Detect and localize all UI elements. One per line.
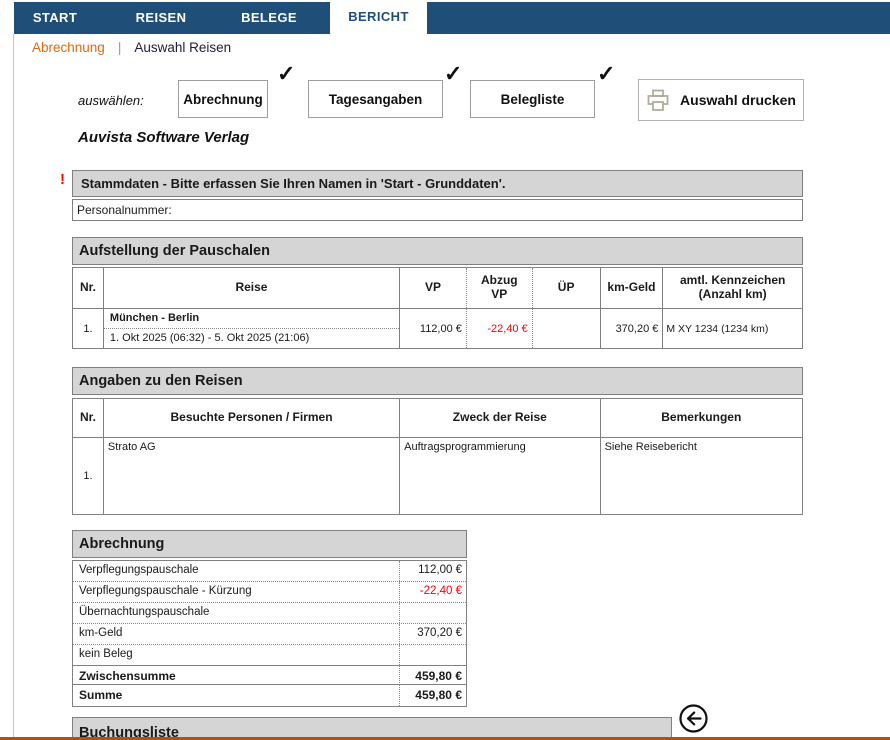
tab-start[interactable]: START — [32, 10, 78, 25]
summary-row: Verpflegungspauschale - Kürzung -22,40 € — [73, 582, 466, 603]
reise-name: München - Berlin — [103, 309, 400, 329]
row-bemerkungen: Siehe Reisebericht — [604, 441, 697, 453]
row-nr: 1. — [73, 309, 104, 348]
print-selection-button[interactable]: Auswahl drucken — [638, 79, 804, 121]
summary-label: Zwischensumme — [79, 669, 176, 683]
pauschalen-section-title: Aufstellung der Pauschalen — [72, 237, 803, 265]
reisen-header-row: Nr. Besuchte Personen / Firmen Zweck der… — [73, 399, 802, 438]
breadcrumb-auswahl-reisen[interactable]: Auswahl Reisen — [134, 39, 232, 55]
tab-bericht-active[interactable]: BERICHT — [330, 0, 427, 34]
summary-value — [399, 645, 466, 665]
personalnummer-row: Personalnummer: — [72, 199, 803, 221]
col-header-abzug-vp: Abzug VP — [467, 268, 533, 308]
checkmark-icon: ✓ — [444, 61, 463, 86]
left-frame-border — [13, 34, 14, 740]
row-uep — [533, 309, 601, 348]
col-header-vp: VP — [400, 268, 467, 308]
summary-row: kein Beleg — [73, 645, 466, 666]
col-header-nr: Nr. — [73, 268, 104, 308]
summary-label: Verpflegungspauschale - Kürzung — [79, 585, 252, 597]
print-button-label: Auswahl drucken — [680, 92, 796, 108]
summary-label: Übernachtungspauschale — [79, 606, 210, 618]
summary-value: 370,20 € — [399, 624, 466, 644]
row-nr: 1. — [73, 438, 104, 514]
warning-exclamation-icon: ! — [60, 171, 65, 188]
row-zweck: Auftragsprogrammierung — [400, 438, 601, 514]
row-vp: 112,00 € — [400, 309, 467, 348]
breadcrumb-abrechnung[interactable]: Abrechnung — [32, 39, 105, 55]
abrechnung-button[interactable]: Abrechnung — [178, 80, 268, 118]
summary-row: Übernachtungspauschale — [73, 603, 466, 624]
reise-zeitraum: 1. Okt 2025 (06:32) - 5. Okt 2025 (21:06… — [109, 332, 310, 344]
row-km-geld: 370,20 € — [601, 309, 664, 348]
top-navbar: START REISEN BELEGE BERICHT — [14, 0, 890, 34]
summary-label: km-Geld — [79, 627, 123, 639]
abrechnung-summary-table: Verpflegungspauschale 112,00 € Verpflegu… — [72, 560, 467, 688]
abrechnung-section-title: Abrechnung — [72, 530, 467, 558]
circle-left-arrow-icon[interactable] — [678, 703, 709, 734]
col-header-uep: ÜP — [533, 268, 601, 308]
stammdaten-header: Stammdaten - Bitte erfassen Sie Ihren Na… — [72, 170, 803, 197]
summary-value: 459,80 € — [399, 685, 466, 706]
col-header-reise: Reise — [104, 268, 401, 308]
checkmark-icon: ✓ — [597, 61, 616, 86]
breadcrumb: Abrechnung | Auswahl Reisen — [32, 38, 231, 56]
pauschalen-header-row: Nr. Reise VP Abzug VP ÜP km-Geld amtl. K… — [73, 268, 802, 309]
summary-value — [399, 603, 466, 623]
summary-label: Verpflegungspauschale — [79, 564, 199, 576]
breadcrumb-separator: | — [117, 39, 122, 55]
col-header-km-geld: km-Geld — [601, 268, 664, 308]
total-row-box: Summe 459,80 € — [72, 684, 467, 707]
summary-value: -22,40 € — [399, 582, 466, 602]
col-header-zweck: Zweck der Reise — [400, 399, 601, 437]
row-personen: Strato AG — [104, 438, 401, 514]
summary-value: 112,00 € — [399, 561, 466, 581]
pauschalen-data-row: 1. München - Berlin 1. Okt 2025 (06:32) … — [73, 309, 802, 348]
col-header-personen: Besuchte Personen / Firmen — [104, 399, 401, 437]
reisen-data-row: 1. Strato AG Auftragsprogrammierung Sieh… — [73, 438, 802, 514]
summary-value: 459,80 € — [399, 666, 466, 687]
total-row: Summe 459,80 € — [73, 685, 466, 706]
reisen-section-title: Angaben zu den Reisen — [72, 367, 803, 395]
col-header-nr: Nr. — [73, 399, 104, 437]
summary-label: kein Beleg — [79, 648, 133, 660]
row-reise: München - Berlin 1. Okt 2025 (06:32) - 5… — [103, 309, 401, 348]
tab-belege[interactable]: BELEGE — [241, 10, 297, 25]
summary-row: Verpflegungspauschale 112,00 € — [73, 561, 466, 582]
belegliste-button[interactable]: Belegliste — [470, 80, 595, 118]
summary-label: Summe — [79, 688, 123, 702]
printer-icon — [646, 89, 670, 112]
pauschalen-table: Nr. Reise VP Abzug VP ÜP km-Geld amtl. K… — [72, 267, 803, 349]
auswaehlen-label: auswählen: — [78, 93, 144, 108]
subtotal-row: Zwischensumme 459,80 € — [73, 666, 466, 687]
checkmark-icon: ✓ — [277, 61, 296, 86]
summary-row: km-Geld 370,20 € — [73, 624, 466, 645]
tagesangaben-button[interactable]: Tagesangaben — [308, 80, 443, 118]
row-kennzeichen: M XY 1234 (1234 km) — [666, 322, 769, 335]
bottom-accent-line — [0, 737, 890, 740]
tab-reisen[interactable]: REISEN — [135, 10, 187, 25]
col-header-bemerkungen: Bemerkungen — [661, 410, 742, 425]
reisen-table: Nr. Besuchte Personen / Firmen Zweck der… — [72, 398, 803, 515]
company-name: Auvista Software Verlag — [78, 129, 250, 146]
row-abzug-vp: -22,40 € — [467, 309, 533, 348]
col-header-kennzeichen: amtl. Kennzeichen (Anzahl km) — [679, 273, 786, 301]
